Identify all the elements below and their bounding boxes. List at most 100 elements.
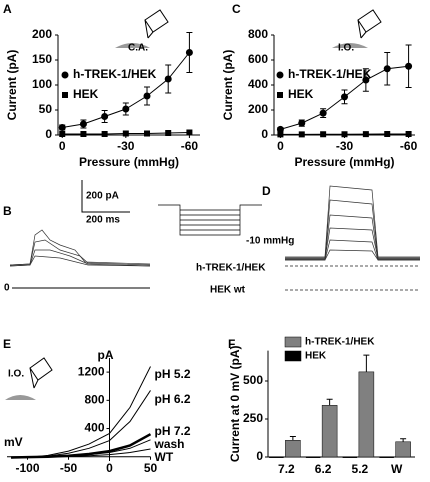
y-tick-label: 800 xyxy=(84,393,104,407)
current-traces xyxy=(285,186,420,260)
panel-label: D xyxy=(262,184,271,198)
y-tick-label: 0 xyxy=(261,127,268,141)
y-tick-label: 150 xyxy=(32,52,52,66)
point xyxy=(406,131,412,137)
x-tick-label: 0 xyxy=(277,139,284,153)
y-tick-label: 250 xyxy=(243,411,263,425)
point xyxy=(320,131,326,137)
point xyxy=(122,106,129,113)
error-bar xyxy=(290,436,296,440)
series-line xyxy=(11,440,150,458)
point xyxy=(80,121,87,128)
scale-label: 200 ms xyxy=(86,215,120,226)
bar xyxy=(322,405,337,457)
error-bar xyxy=(363,355,369,372)
legend-label: h-TREK-1/HEK xyxy=(73,67,157,81)
point xyxy=(165,76,172,83)
y-tick-label: 200 xyxy=(32,27,52,41)
y-axis-label: Current (pA) xyxy=(5,50,19,121)
cell-label: HEK wt xyxy=(210,285,246,296)
series-label: pH 5.2 xyxy=(155,367,191,381)
bar xyxy=(269,457,283,458)
point xyxy=(186,130,192,136)
annotation: I.O. xyxy=(8,369,24,380)
point xyxy=(341,93,348,100)
point xyxy=(298,120,305,127)
legend-marker xyxy=(277,92,283,98)
x-tick-label: -100 xyxy=(15,461,39,475)
point xyxy=(59,131,65,137)
pressure-protocol xyxy=(158,205,262,235)
y-tick-label: 0 xyxy=(45,127,52,141)
panel-label: C xyxy=(232,2,241,16)
scale-label: 200 pA xyxy=(86,191,119,202)
point xyxy=(320,110,327,117)
error-bar xyxy=(400,439,406,442)
y-axis-label: Current at 0 mV (pA) xyxy=(228,345,242,462)
series-line xyxy=(11,434,150,457)
x-tick-label: -50 xyxy=(60,461,78,475)
point xyxy=(384,131,390,137)
annotation: I.O. xyxy=(338,43,354,54)
x-tick-label: -30 xyxy=(336,139,354,153)
bar xyxy=(306,457,320,458)
x-tick-label: 0 xyxy=(106,461,113,475)
x-tick-label: -60 xyxy=(400,139,418,153)
current-traces xyxy=(10,230,150,266)
bar xyxy=(343,457,357,458)
series-label: wash xyxy=(154,437,185,451)
y-tick-label: 500 xyxy=(243,373,263,387)
legend-label: h-TREK-1/HEK xyxy=(305,337,375,348)
zero-label: 0 xyxy=(4,283,10,294)
legend-label: HEK xyxy=(305,351,327,362)
x-tick-label: 0 xyxy=(59,139,66,153)
bar xyxy=(380,457,394,458)
panel-label: E xyxy=(3,337,11,351)
point xyxy=(342,131,348,137)
protocol-label: -10 mmHg xyxy=(246,236,294,247)
series-label: WT xyxy=(155,450,174,464)
bar xyxy=(359,372,374,457)
point xyxy=(101,113,108,120)
point xyxy=(123,131,129,137)
series-label: pH 7.2 xyxy=(155,424,191,438)
point xyxy=(277,131,283,137)
legend-marker xyxy=(277,72,284,79)
y-tick-label: 50 xyxy=(39,102,53,116)
point xyxy=(144,93,151,100)
cell-label: h-TREK-1/HEK xyxy=(196,263,266,274)
point xyxy=(144,131,150,137)
y-tick-label: 0 xyxy=(256,449,263,463)
series-label: pH 6.2 xyxy=(155,392,191,406)
y-tick-label: 1200 xyxy=(78,364,105,378)
x-tick-label: -30 xyxy=(117,139,135,153)
error-bar xyxy=(327,399,333,405)
point xyxy=(102,131,108,137)
point xyxy=(59,124,66,131)
y-tick-label: 400 xyxy=(84,421,104,435)
legend-marker xyxy=(62,92,68,98)
series-line xyxy=(11,390,150,457)
x-tick-label: 5.2 xyxy=(352,462,369,476)
bar xyxy=(396,442,411,457)
y-tick-label: 400 xyxy=(248,77,268,91)
legend-swatch xyxy=(285,351,301,361)
point xyxy=(80,131,86,137)
y-tick-label: 200 xyxy=(248,102,268,116)
legend-marker xyxy=(62,72,69,79)
point xyxy=(299,131,305,137)
point xyxy=(186,49,193,56)
y-tick-label: 600 xyxy=(248,52,268,66)
y-tick-label: 800 xyxy=(248,27,268,41)
y-axis-label: pA xyxy=(98,348,114,362)
legend-label: HEK xyxy=(73,87,99,101)
point xyxy=(363,131,369,137)
point xyxy=(405,63,412,70)
x-tick-label: 7.2 xyxy=(278,462,295,476)
panel-label: A xyxy=(3,2,12,16)
x-axis-label: mV xyxy=(4,435,23,449)
legend-label: HEK xyxy=(288,87,314,101)
panel-label: B xyxy=(3,204,12,218)
x-axis-label: Pressure (mmHg) xyxy=(79,155,179,169)
